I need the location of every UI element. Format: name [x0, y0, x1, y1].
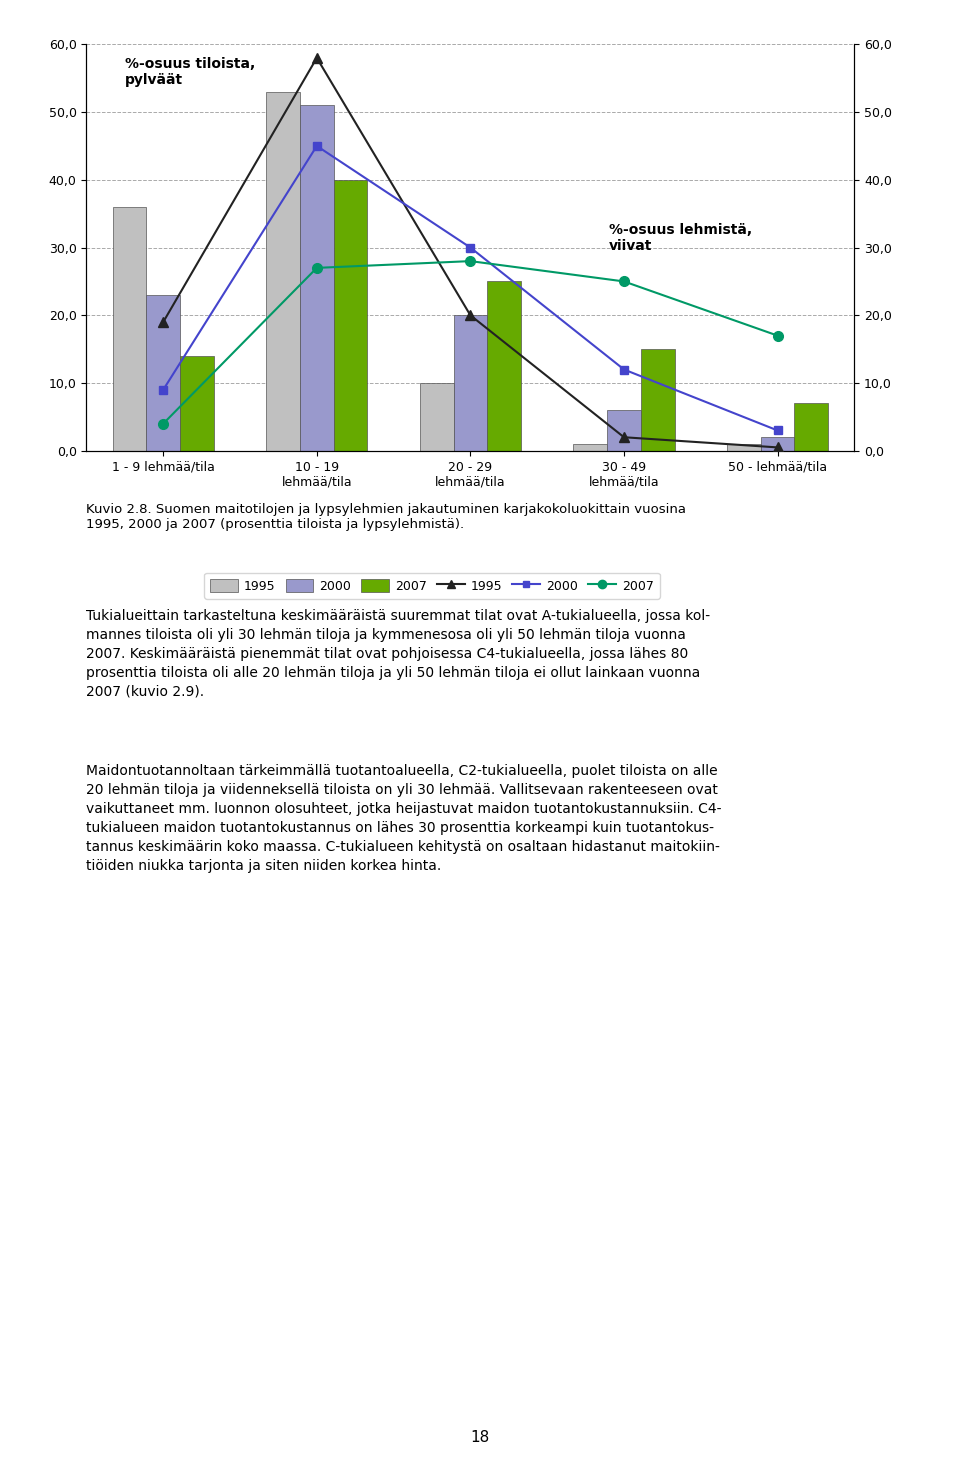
Bar: [146, 296, 180, 451]
Text: 18: 18: [470, 1431, 490, 1445]
Bar: [727, 443, 760, 451]
Bar: [300, 105, 334, 451]
Text: Kuvio 2.8. Suomen maitotilojen ja lypsylehmien jakautuminen karjakokoluokittain : Kuvio 2.8. Suomen maitotilojen ja lypsyl…: [86, 503, 686, 531]
Bar: [641, 349, 675, 451]
Bar: [488, 281, 521, 451]
Text: %-osuus lehmistä,
viivat: %-osuus lehmistä, viivat: [609, 223, 752, 253]
Bar: [420, 383, 453, 451]
Text: Tukialueittain tarkasteltuna keskimääräistä suuremmat tilat ovat A-tukialueella,: Tukialueittain tarkasteltuna keskimääräi…: [86, 609, 710, 699]
Bar: [453, 315, 488, 451]
Bar: [334, 180, 368, 451]
Bar: [795, 403, 828, 451]
Bar: [607, 409, 641, 451]
Legend: 1995, 2000, 2007, 1995, 2000, 2007: 1995, 2000, 2007, 1995, 2000, 2007: [204, 573, 660, 599]
Bar: [266, 92, 300, 451]
Text: Maidontuotannoltaan tärkeimmällä tuotantoalueella, C2-tukialueella, puolet tiloi: Maidontuotannoltaan tärkeimmällä tuotant…: [86, 764, 722, 873]
Text: %-osuus tiloista,
pylväät: %-osuus tiloista, pylväät: [125, 56, 255, 87]
Bar: [760, 437, 795, 451]
Bar: [112, 207, 146, 451]
Bar: [180, 356, 214, 451]
Bar: [573, 443, 607, 451]
